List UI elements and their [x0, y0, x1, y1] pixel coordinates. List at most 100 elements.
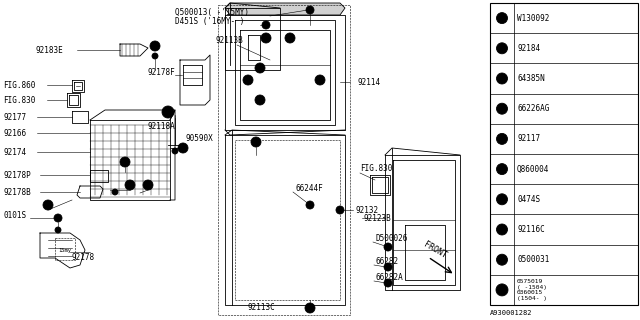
Text: 92113B: 92113B	[215, 36, 243, 44]
Circle shape	[497, 133, 508, 144]
Circle shape	[54, 214, 62, 222]
Text: D500026: D500026	[375, 234, 408, 243]
Text: D451S ('16MY- ): D451S ('16MY- )	[175, 17, 244, 26]
Text: 6: 6	[500, 166, 504, 172]
Text: FIG.830: FIG.830	[360, 164, 392, 172]
Text: 9: 9	[308, 305, 312, 311]
Text: (1504- ): (1504- )	[517, 296, 547, 301]
Circle shape	[261, 33, 271, 43]
Circle shape	[384, 243, 392, 251]
Text: 2: 2	[288, 35, 292, 41]
Text: FIG.830: FIG.830	[3, 95, 35, 105]
Circle shape	[251, 137, 261, 147]
Circle shape	[285, 33, 295, 43]
Text: 0360015: 0360015	[517, 290, 543, 295]
Text: 5: 5	[500, 136, 504, 142]
Text: 5: 5	[258, 65, 262, 71]
Text: 66244F: 66244F	[295, 183, 323, 193]
Text: 92184: 92184	[517, 44, 540, 53]
Text: FRONT: FRONT	[422, 240, 448, 260]
Text: 1: 1	[254, 139, 258, 145]
Text: 92166: 92166	[3, 129, 26, 138]
Text: 0101S: 0101S	[3, 211, 26, 220]
Text: 66282A: 66282A	[375, 274, 403, 283]
Text: 6: 6	[246, 77, 250, 83]
Circle shape	[384, 279, 392, 287]
Circle shape	[143, 180, 153, 190]
Text: 8: 8	[500, 227, 504, 233]
Circle shape	[120, 157, 130, 167]
Text: W130092: W130092	[517, 14, 549, 23]
Circle shape	[55, 227, 61, 233]
Circle shape	[152, 53, 158, 59]
Circle shape	[336, 206, 344, 214]
Circle shape	[305, 303, 315, 313]
Text: 66226AG: 66226AG	[517, 104, 549, 113]
Text: Q500013( -'15MY): Q500013( -'15MY)	[175, 7, 249, 17]
Text: 10: 10	[499, 287, 506, 292]
Circle shape	[112, 189, 118, 195]
Circle shape	[150, 41, 160, 51]
Text: ( -1504): ( -1504)	[517, 285, 547, 290]
Text: 92132: 92132	[355, 205, 378, 214]
Text: 92113C: 92113C	[247, 303, 275, 313]
Text: 4: 4	[500, 106, 504, 112]
Text: 0500031: 0500031	[517, 255, 549, 264]
Text: A930001282: A930001282	[490, 310, 532, 316]
Text: 64385N: 64385N	[517, 74, 545, 83]
Text: 9: 9	[123, 159, 127, 165]
Circle shape	[497, 73, 508, 84]
Text: 1: 1	[500, 15, 504, 21]
Text: 92177: 92177	[3, 113, 26, 122]
Text: 8: 8	[318, 77, 322, 83]
Text: 9: 9	[128, 182, 132, 188]
Polygon shape	[225, 3, 345, 15]
Circle shape	[255, 95, 265, 105]
Text: 92178B: 92178B	[3, 188, 31, 196]
Text: 7: 7	[46, 202, 50, 208]
Circle shape	[172, 148, 178, 154]
Text: 3: 3	[264, 35, 268, 41]
Circle shape	[315, 75, 325, 85]
Circle shape	[384, 263, 392, 271]
Bar	[490, 3, 638, 305]
Text: 7: 7	[146, 182, 150, 188]
Circle shape	[255, 63, 265, 73]
Text: Q860004: Q860004	[517, 164, 549, 173]
Circle shape	[497, 194, 508, 205]
Text: 90590X: 90590X	[185, 133, 212, 142]
Circle shape	[497, 43, 508, 54]
Circle shape	[497, 224, 508, 235]
Text: 0474S: 0474S	[517, 195, 540, 204]
Text: 7: 7	[500, 196, 504, 202]
Text: 92183E: 92183E	[35, 45, 63, 54]
Circle shape	[497, 12, 508, 24]
Text: 92114: 92114	[358, 77, 381, 86]
Circle shape	[243, 75, 253, 85]
Circle shape	[125, 180, 135, 190]
Text: 92174: 92174	[3, 148, 26, 156]
Text: 15my: 15my	[58, 247, 71, 252]
Text: 92117: 92117	[517, 134, 540, 143]
Circle shape	[306, 6, 314, 14]
Circle shape	[162, 106, 174, 118]
Text: 3: 3	[258, 97, 262, 103]
Text: 92116C: 92116C	[517, 225, 545, 234]
Text: 2: 2	[500, 45, 504, 51]
Text: 9: 9	[153, 43, 157, 49]
Circle shape	[43, 200, 53, 210]
Text: 92118A: 92118A	[148, 122, 176, 131]
Circle shape	[178, 143, 188, 153]
Text: 0575019: 0575019	[517, 279, 543, 284]
Text: 10: 10	[164, 109, 172, 115]
Circle shape	[497, 254, 508, 265]
Circle shape	[496, 284, 508, 296]
Text: 92178F: 92178F	[148, 68, 176, 76]
Text: FIG.860: FIG.860	[3, 81, 35, 90]
Text: 92178P: 92178P	[3, 171, 31, 180]
Text: 3: 3	[500, 76, 504, 82]
Text: 9: 9	[500, 257, 504, 263]
Circle shape	[306, 201, 314, 209]
Text: 66282: 66282	[375, 258, 398, 267]
Text: 92178: 92178	[72, 253, 95, 262]
